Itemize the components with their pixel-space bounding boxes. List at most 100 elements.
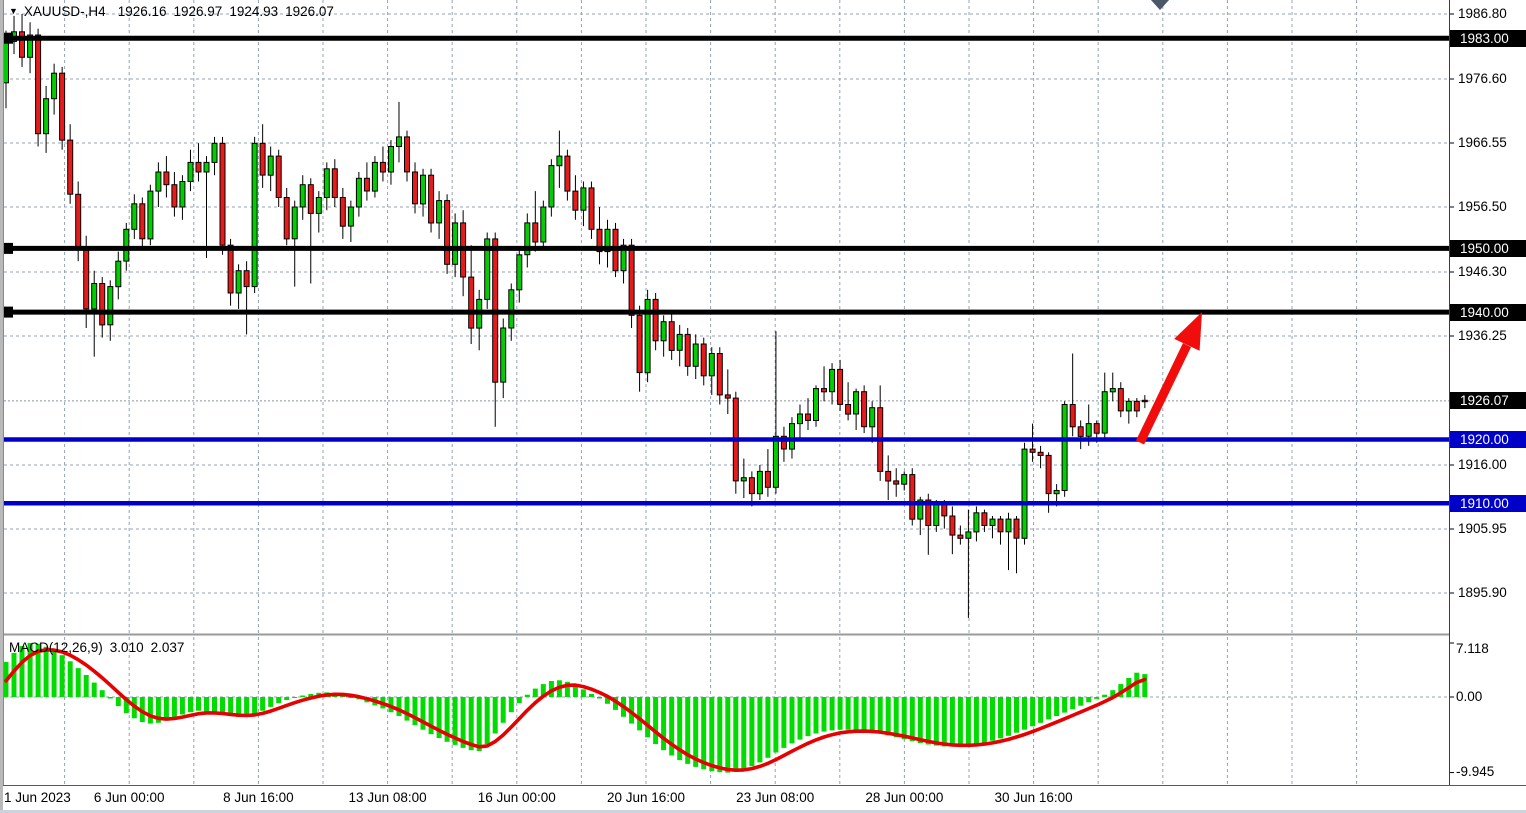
line-anchor-marker [2, 306, 13, 318]
candle-bullish [291, 206, 298, 240]
macd-histogram-bar [877, 697, 883, 734]
candle-bearish [1133, 400, 1140, 412]
candle-bullish [1085, 423, 1092, 437]
candle-bullish [91, 283, 98, 310]
trend-arrow-shaft [1135, 343, 1192, 445]
candle-bearish [925, 499, 932, 526]
macd-histogram-bar [212, 697, 217, 713]
macd-histogram-bar [853, 697, 859, 731]
chart-shift-marker [1151, 0, 1169, 10]
candle-bullish [756, 470, 763, 495]
price-level-label-resistance: 1950.00 [1450, 239, 1526, 257]
candle-bullish [1125, 400, 1132, 412]
candle-bearish [283, 197, 290, 240]
macd-histogram-bar [220, 697, 225, 715]
candle-bullish [556, 155, 563, 167]
current-price-label: 1926.07 [1450, 392, 1526, 410]
macd-histogram-bar [436, 697, 442, 738]
candle-bearish [837, 368, 844, 405]
macd-histogram-bar [829, 697, 835, 731]
macd-signal-line [4, 647, 1147, 773]
macd-histogram-bar [637, 697, 643, 731]
macd-histogram-bar [909, 697, 915, 742]
candle-bullish [107, 286, 114, 326]
price-tick-label: 1976.60 [1458, 70, 1507, 86]
candle-bearish [805, 413, 811, 421]
macd-axis-tick: 7.118 [1456, 641, 1489, 656]
quote-high: 1926.97 [173, 4, 223, 19]
macd-histogram-bar [252, 697, 258, 714]
macd-histogram-bar [43, 646, 49, 697]
macd-histogram-bar [805, 697, 811, 737]
candle-bearish [75, 193, 82, 249]
macd-histogram-bar [276, 697, 282, 704]
macd-histogram-bar [645, 697, 651, 738]
macd-histogram-bar [917, 697, 923, 743]
candle-bearish [636, 314, 643, 374]
candle-bearish [909, 474, 916, 520]
candle-bullish [323, 168, 330, 199]
macd-histogram-bar [188, 697, 193, 713]
candle-bearish [628, 244, 635, 316]
macd-histogram-bar [540, 684, 546, 697]
macd-histogram-bar [725, 697, 731, 773]
macd-histogram-bar [1006, 697, 1011, 736]
macd-histogram-bar [67, 661, 73, 697]
candle-bearish [780, 435, 787, 450]
candle-bullish [620, 244, 627, 272]
macd-histogram-bar [508, 697, 514, 713]
macd-histogram-bar [629, 697, 635, 724]
macd-histogram-bar [236, 697, 242, 717]
candle-bearish [1077, 426, 1084, 437]
macd-histogram-bar [1014, 697, 1019, 733]
macd-histogram-bar [733, 697, 739, 772]
macd-histogram-bar [821, 697, 827, 732]
macd-header: MACD(12,26,9) 3.010 2.037 [9, 640, 184, 655]
macd-signal-value: 2.037 [150, 640, 185, 655]
time-tick-label: 8 Jun 16:00 [223, 790, 294, 805]
macd-histogram-bar [757, 697, 763, 763]
macd-histogram-bar [468, 697, 474, 751]
macd-histogram-bar [1078, 697, 1084, 706]
candle-bullish [933, 502, 940, 527]
candle-bearish [596, 228, 603, 253]
time-tick-label: 1 Jun 2023 [4, 790, 71, 805]
candle-bullish [676, 333, 683, 351]
candle-bullish [1101, 391, 1108, 434]
macd-histogram-bar [19, 646, 25, 697]
candle-bullish [187, 161, 194, 182]
candle-bearish [957, 534, 964, 539]
macd-histogram-bar [773, 697, 779, 753]
macd-histogram-bar [701, 697, 707, 770]
macd-histogram-bar [196, 697, 201, 711]
macd-histogram-bar [957, 697, 963, 746]
candle-bearish [67, 139, 74, 195]
macd-histogram-bar [163, 697, 169, 721]
candle-bullish [131, 203, 138, 230]
candle-bearish [861, 391, 868, 428]
macd-histogram-bar [1102, 694, 1108, 697]
macd-histogram-bar [107, 697, 113, 699]
candle-bullish [692, 343, 699, 367]
candle-bullish [548, 165, 555, 208]
candle-bullish [123, 228, 130, 262]
candle-bearish [404, 136, 410, 173]
candle-bearish [195, 161, 202, 173]
macd-histogram-bar [605, 697, 610, 704]
symbol-dropdown-icon[interactable]: ▼ [9, 6, 18, 16]
quote-close: 1926.07 [285, 4, 334, 19]
candle-bullish [396, 136, 402, 147]
candle-bullish [1109, 388, 1116, 393]
macd-histogram-bar [59, 655, 65, 697]
candle-bearish [981, 512, 988, 526]
macd-histogram-bar [1046, 697, 1052, 720]
candle-bullish [27, 34, 34, 58]
candle-bearish [227, 244, 234, 294]
candle-bearish [764, 470, 771, 488]
macd-histogram-bar [460, 697, 466, 748]
macd-histogram-bar [99, 690, 105, 697]
macd-histogram-bar [564, 681, 570, 697]
macd-histogram-bar [1086, 697, 1092, 703]
